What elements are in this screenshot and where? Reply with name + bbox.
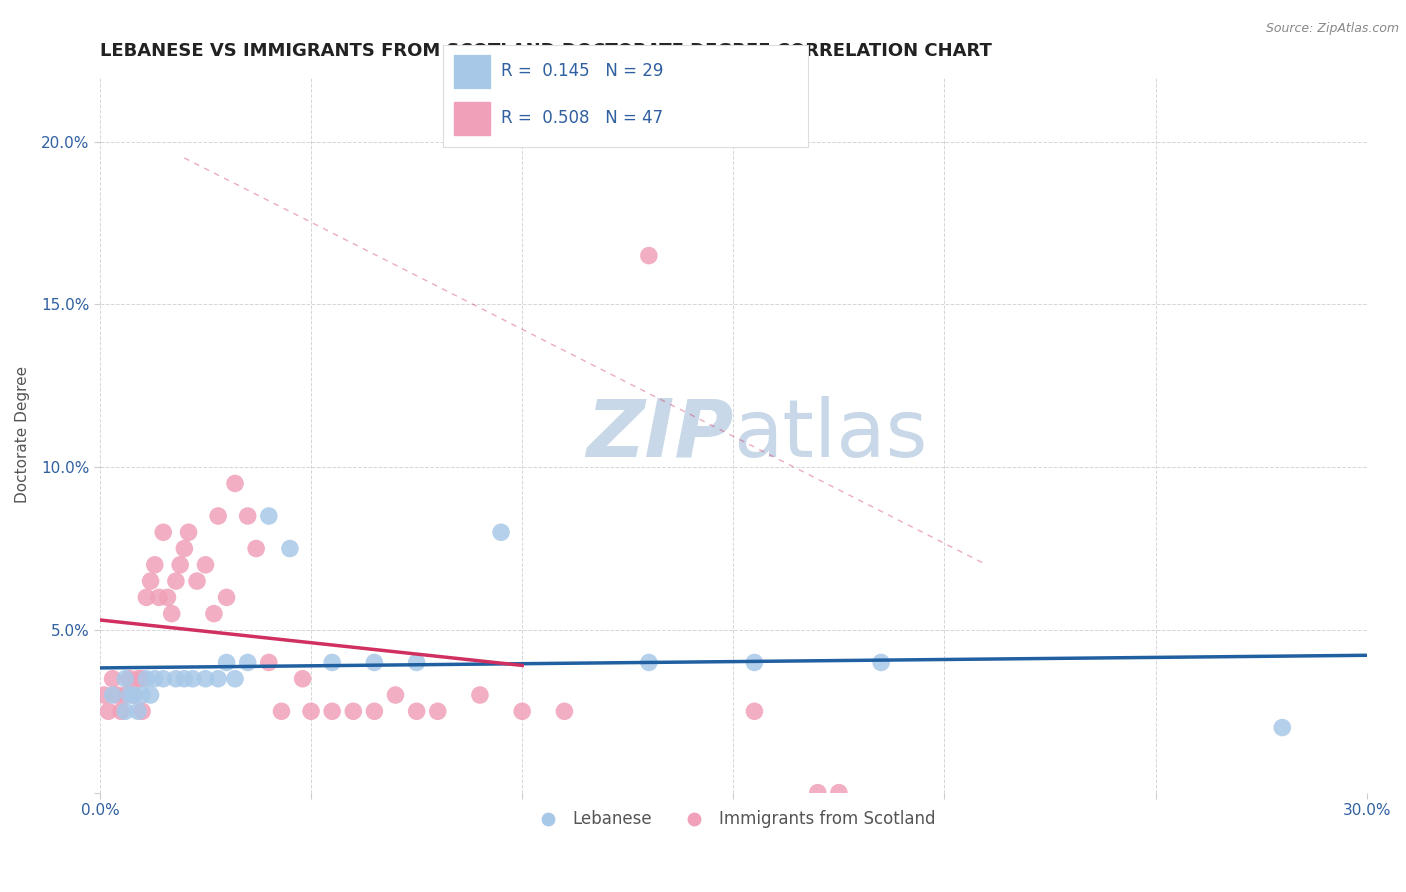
Point (215, 591, 238, 605)
Point (236, 656, 259, 670)
Legend: Lebanese, Immigrants from Scotland: Lebanese, Immigrants from Scotland (524, 803, 942, 834)
Point (828, 786, 851, 800)
Point (270, 704, 292, 718)
Point (342, 704, 364, 718)
Point (363, 656, 385, 670)
Point (181, 672, 204, 686)
Point (870, 656, 893, 670)
Point (127, 672, 149, 686)
Point (510, 704, 533, 718)
Point (135, 591, 157, 605)
Point (207, 508, 229, 523)
Point (224, 672, 246, 686)
Point (489, 525, 512, 540)
Point (97, 704, 120, 718)
Point (207, 672, 229, 686)
Point (118, 688, 141, 702)
Point (257, 656, 280, 670)
Point (215, 656, 238, 670)
Point (101, 688, 124, 702)
Point (114, 688, 136, 702)
Point (173, 672, 195, 686)
Point (118, 672, 141, 686)
Point (1271, 721, 1294, 735)
Point (638, 656, 661, 670)
Point (152, 525, 174, 540)
Text: R =  0.508   N = 47: R = 0.508 N = 47 (502, 110, 664, 128)
Point (131, 704, 153, 718)
Text: atlas: atlas (734, 396, 928, 474)
Point (131, 672, 153, 686)
Point (131, 688, 153, 702)
Y-axis label: Doctorate Degree: Doctorate Degree (15, 366, 30, 503)
Point (744, 656, 766, 670)
Point (363, 704, 385, 718)
Point (165, 672, 187, 686)
Point (807, 786, 830, 800)
Point (202, 607, 225, 621)
Point (245, 541, 267, 556)
Point (405, 704, 427, 718)
Text: Source: ZipAtlas.com: Source: ZipAtlas.com (1265, 22, 1399, 36)
Point (177, 525, 200, 540)
Point (139, 688, 162, 702)
Point (156, 591, 179, 605)
Point (101, 672, 124, 686)
Point (114, 672, 136, 686)
Point (278, 541, 301, 556)
Point (122, 688, 145, 702)
Text: LEBANESE VS IMMIGRANTS FROM SCOTLAND DOCTORATE DEGREE CORRELATION CHART: LEBANESE VS IMMIGRANTS FROM SCOTLAND DOC… (100, 42, 991, 60)
Point (468, 688, 491, 702)
Point (105, 688, 128, 702)
Point (186, 574, 208, 588)
Point (148, 591, 170, 605)
Point (384, 688, 406, 702)
Point (173, 541, 195, 556)
Point (160, 607, 183, 621)
Point (299, 704, 322, 718)
Point (291, 672, 314, 686)
Point (321, 656, 343, 670)
Point (553, 704, 575, 718)
Text: R =  0.145   N = 29: R = 0.145 N = 29 (502, 62, 664, 80)
Point (93, 688, 115, 702)
Point (152, 672, 174, 686)
Point (194, 558, 217, 572)
Point (744, 704, 766, 718)
Point (405, 656, 427, 670)
Point (169, 558, 191, 572)
Point (139, 574, 162, 588)
Bar (454, 55, 491, 87)
Bar (454, 102, 491, 135)
Point (236, 508, 259, 523)
Point (114, 704, 136, 718)
Point (194, 672, 217, 686)
Point (143, 672, 166, 686)
Point (127, 704, 149, 718)
Point (143, 558, 166, 572)
Point (224, 476, 246, 491)
Point (135, 672, 157, 686)
Point (321, 704, 343, 718)
Point (165, 574, 187, 588)
Point (110, 704, 132, 718)
Point (426, 704, 449, 718)
Point (122, 688, 145, 702)
Point (638, 249, 661, 263)
Text: ZIP: ZIP (586, 396, 734, 474)
Point (257, 508, 280, 523)
